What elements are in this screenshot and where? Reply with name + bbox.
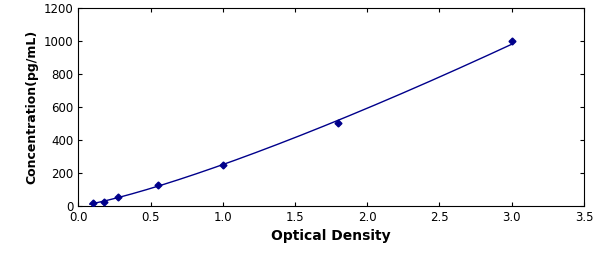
Y-axis label: Concentration(pg/mL): Concentration(pg/mL) [25,30,38,184]
X-axis label: Optical Density: Optical Density [272,229,391,243]
